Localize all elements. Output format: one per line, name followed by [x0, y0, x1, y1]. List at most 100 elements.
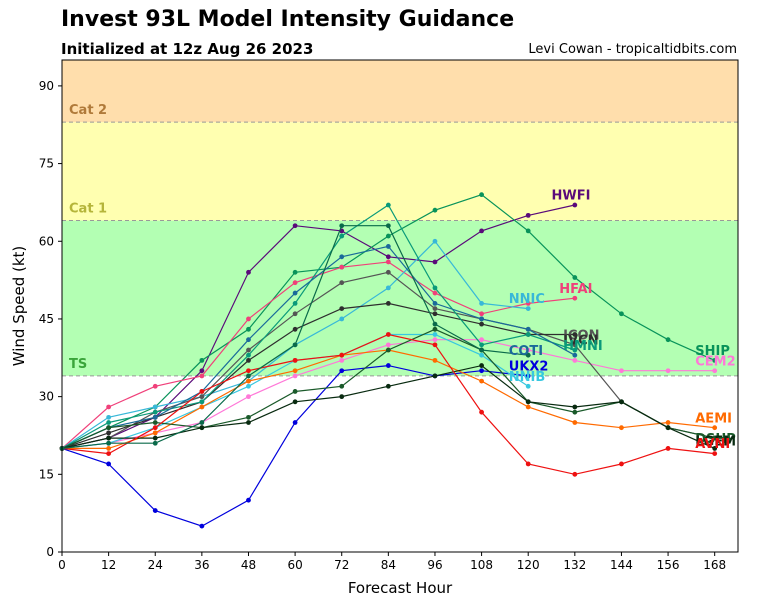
series-point-nnib [432, 332, 438, 337]
series-line-hwfi [61, 204, 575, 449]
series-point-hfai [572, 295, 578, 301]
series-point-hwf2 [199, 420, 205, 425]
y-tick-label: 60 [39, 234, 54, 248]
series-point-ukx2 [199, 523, 205, 529]
series-point-avni [619, 461, 624, 467]
series-point-hwf2 [339, 223, 345, 229]
series-point-hwfi [246, 269, 251, 275]
series-label-cem2: CEM2 [695, 354, 735, 369]
series-point-hwfi [199, 368, 205, 374]
series-point-coti [479, 316, 484, 322]
series-point-lgem [106, 435, 112, 441]
series-point-nnic [525, 306, 531, 311]
series-point-dshp [106, 425, 112, 431]
series-point-aemi [246, 378, 251, 384]
series-point-ship [385, 233, 391, 239]
x-tick-label: 132 [563, 558, 586, 572]
series-label-icon: ICON [563, 328, 599, 343]
series-point-dshp [152, 420, 158, 425]
series-point-aemi [665, 420, 671, 425]
series-label-coti: COTI [509, 344, 543, 359]
series-point-aemi [479, 378, 484, 384]
series-point-aemi [525, 404, 531, 410]
series-point-ukx2 [385, 363, 391, 368]
series-line-ivcn [61, 302, 575, 449]
series-point-lgem [339, 394, 345, 400]
band-label: Cat 1 [69, 202, 107, 217]
series-point-lgem [432, 373, 438, 379]
series-point-avni [106, 451, 112, 456]
series-point-dshp [246, 414, 251, 420]
series-point-hwf2 [292, 342, 298, 348]
series-point-ukx2 [106, 461, 112, 467]
series-point-nnic [339, 316, 345, 322]
x-tick-label: 0 [58, 558, 66, 572]
series-point-lgem [712, 446, 718, 451]
series-point-dshp [339, 383, 345, 389]
series-point-lgem [665, 425, 671, 431]
series-point-aemi [712, 425, 718, 431]
series-point-icon [292, 311, 298, 317]
series-point-hfai [106, 404, 112, 410]
series-point-avni [572, 471, 578, 477]
series-point-coti [432, 301, 438, 306]
band-label: TS [69, 357, 87, 372]
x-tick-label: 168 [703, 558, 726, 572]
series-point-coti [385, 244, 391, 249]
series-point-avni [712, 451, 718, 456]
series-point-hwf2 [106, 440, 112, 446]
series-point-coti [152, 414, 158, 420]
series-point-avni [665, 446, 671, 451]
series-label-nnib: NNIB [509, 370, 546, 385]
series-point-avni [246, 368, 251, 374]
series-point-avni [525, 461, 531, 467]
series-point-hfai [199, 373, 205, 379]
series-point-coti [292, 290, 298, 296]
series-point-cem2 [479, 337, 484, 343]
x-tick-label: 144 [610, 558, 633, 572]
series-point-hwf2 [385, 223, 391, 229]
series-point-avni [292, 357, 298, 363]
series-point-ship [619, 311, 624, 317]
series-point-lgem [152, 435, 158, 441]
series-point-hwfi [432, 259, 438, 265]
plot-frame [61, 59, 739, 553]
series-point-cem2 [292, 373, 298, 379]
series-point-ivcn [572, 332, 578, 337]
series-label-ivcn: IVCN [563, 334, 598, 349]
series-point-hmni [152, 409, 158, 415]
y-tick-label: 30 [39, 390, 54, 404]
series-label-hmni: HMNI [563, 339, 603, 354]
y-tick-label: 90 [39, 79, 54, 93]
series-point-hmni [292, 301, 298, 306]
series-point-hwfi [479, 228, 484, 234]
series-point-hfai [479, 311, 484, 317]
series-point-ivcn [339, 306, 345, 311]
series-point-dshp [292, 389, 298, 394]
x-tick-label: 36 [194, 558, 209, 572]
series-point-icon [339, 280, 345, 286]
series-point-coti [525, 326, 531, 332]
series-point-hwf2 [152, 440, 158, 446]
series-point-cem2 [712, 368, 718, 374]
series-point-hmni [479, 342, 484, 348]
series-point-hwfi [292, 223, 298, 229]
x-tick-label: 84 [381, 558, 396, 572]
series-point-hmni [432, 285, 438, 291]
series-point-aemi [199, 404, 205, 410]
series-point-icon [246, 347, 251, 353]
series-point-hmni [525, 332, 531, 337]
series-label-nnic: NNIC [509, 292, 545, 307]
series-point-hmni [199, 399, 205, 405]
series-point-hwf2 [246, 373, 251, 379]
series-point-coti [339, 254, 345, 260]
series-point-cem2 [246, 394, 251, 400]
series-point-nnib [479, 352, 484, 358]
series-point-ship [199, 357, 205, 363]
series-point-ukx2 [246, 497, 251, 503]
band-cat-2 [62, 60, 738, 123]
series-point-hwf2 [525, 352, 531, 358]
series-point-aemi [619, 425, 624, 431]
series-point-dshp [432, 326, 438, 332]
series-line-hmni [61, 204, 575, 449]
